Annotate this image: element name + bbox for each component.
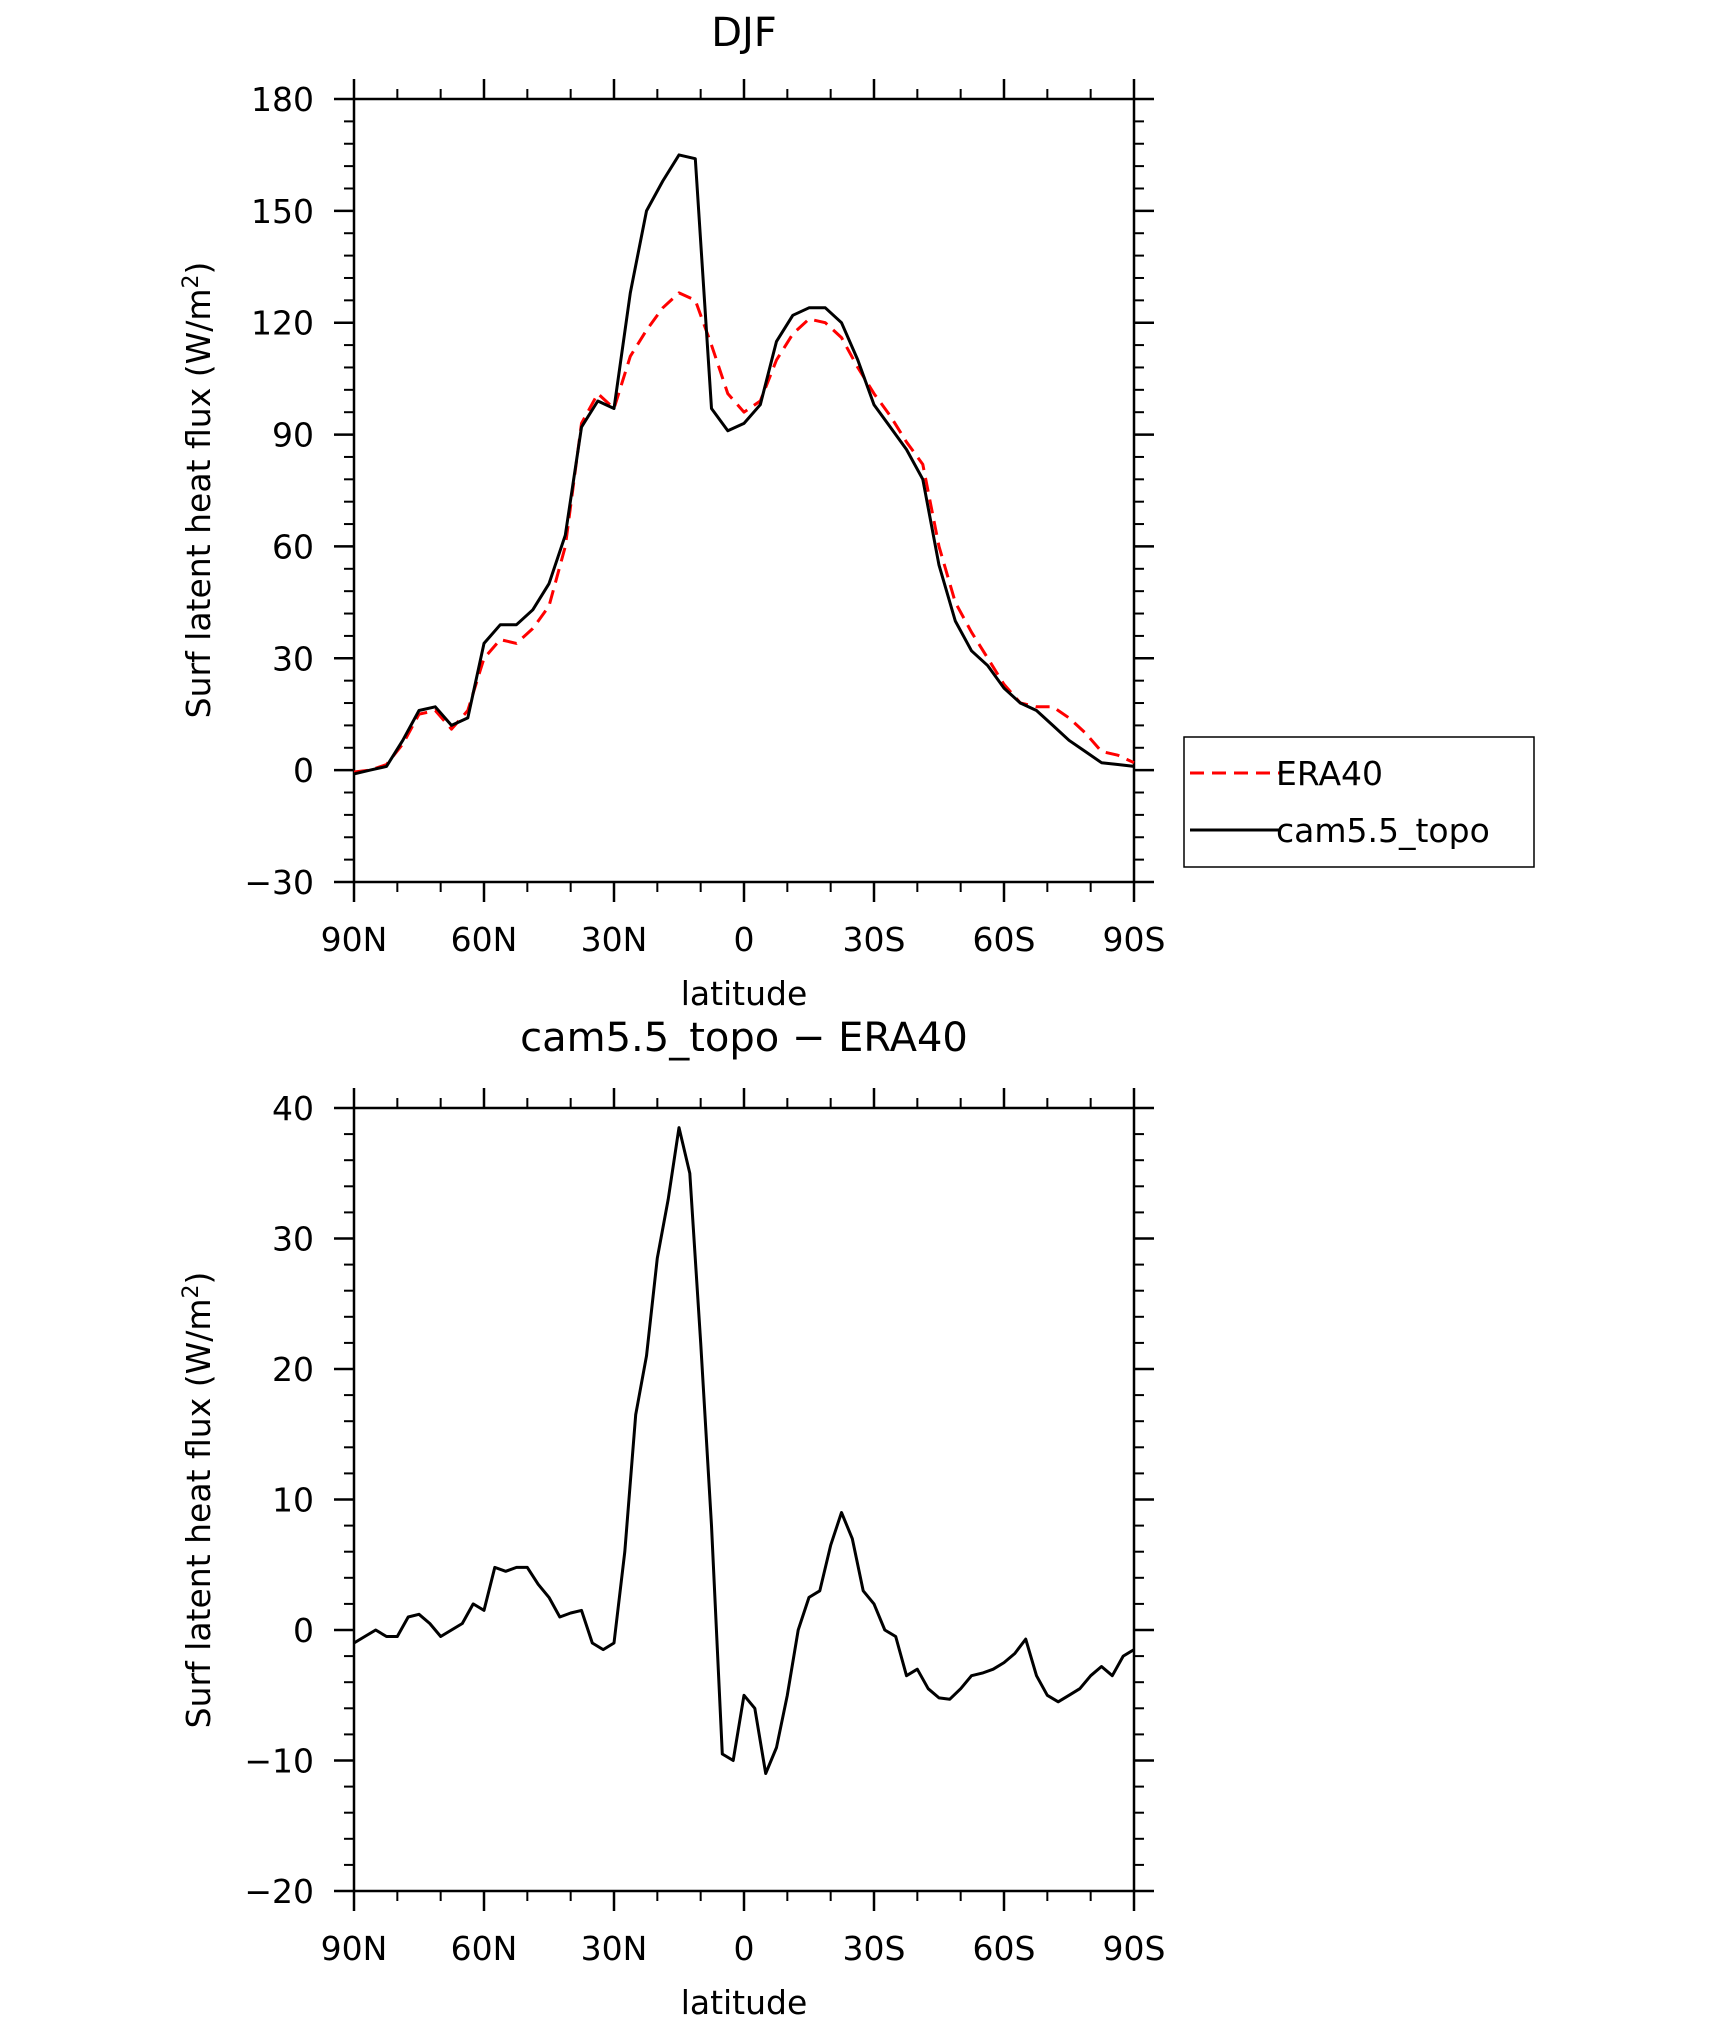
bottom-y-axis-label-suffix: ) <box>179 1272 218 1285</box>
bottom-plot-frame <box>352 1106 1136 1893</box>
top-y-axis-label-superscript: 2 <box>179 275 204 289</box>
x-tick-label: 0 <box>734 920 755 959</box>
legend-label-cam: cam5.5_topo <box>1276 811 1490 850</box>
x-tick-label: 30S <box>843 1929 906 1968</box>
y-tick-label: 150 <box>251 192 314 231</box>
top-tick-marks <box>334 79 1154 902</box>
top-plot-frame <box>352 97 1136 884</box>
bottom-y-axis-label-main: Surf latent heat flux (W/m <box>179 1299 218 1729</box>
y-tick-label: −10 <box>244 1742 314 1781</box>
top-y-axis-label-main: Surf latent heat flux (W/m <box>179 289 218 719</box>
legend: ERA40 cam5.5_topo <box>1183 736 1535 868</box>
top-x-tick-labels: 90N 60N 30N 0 30S 60S 90S <box>321 920 1166 959</box>
x-tick-label: 90S <box>1103 920 1166 959</box>
top-y-axis-label: Surf latent heat flux (W/m2) <box>179 262 219 719</box>
y-tick-label: 180 <box>251 80 314 119</box>
series-line-cam5-5-topo <box>353 153 1135 776</box>
x-tick-label: 30N <box>581 920 648 959</box>
top-y-axis-label-suffix: ) <box>179 262 218 275</box>
bottom-y-axis-label-superscript: 2 <box>179 1285 204 1299</box>
y-tick-label: 40 <box>272 1089 314 1128</box>
y-tick-label: 10 <box>272 1481 314 1520</box>
bottom-y-axis-label: Surf latent heat flux (W/m2) <box>179 1272 219 1729</box>
x-tick-label: 60S <box>973 920 1036 959</box>
bottom-tick-marks <box>334 1088 1154 1911</box>
y-tick-label: 30 <box>272 1220 314 1259</box>
x-tick-label: 30S <box>843 920 906 959</box>
x-tick-label: 90N <box>321 1929 388 1968</box>
y-tick-label: 20 <box>272 1350 314 1389</box>
bottom-x-axis-label: latitude <box>681 1983 808 2021</box>
y-tick-label: 30 <box>272 639 314 678</box>
top-y-tick-labels: −30 0 30 60 90 120 150 180 <box>244 80 314 902</box>
bottom-chart-title: cam5.5_topo − ERA40 <box>520 1015 968 1061</box>
top-series-lines <box>353 153 1135 776</box>
top-chart-title: DJF <box>711 10 777 56</box>
x-tick-label: 90S <box>1103 1929 1166 1968</box>
y-tick-label: 60 <box>272 527 314 566</box>
legend-box <box>1183 736 1535 868</box>
series-line-difference <box>353 1126 1135 1775</box>
x-tick-label: 60N <box>451 1929 518 1968</box>
y-tick-label: 120 <box>251 304 314 343</box>
x-tick-label: 0 <box>734 1929 755 1968</box>
bottom-y-tick-labels: −20 −10 0 10 20 30 40 <box>244 1089 314 1911</box>
y-tick-label: −20 <box>244 1872 314 1911</box>
x-tick-label: 30N <box>581 1929 648 1968</box>
x-tick-label: 60S <box>973 1929 1036 1968</box>
y-tick-label: 0 <box>293 1611 314 1650</box>
x-tick-label: 60N <box>451 920 518 959</box>
top-x-axis-label: latitude <box>681 974 808 1013</box>
legend-label-era40: ERA40 <box>1276 754 1383 793</box>
series-line-era40 <box>353 291 1135 774</box>
bottom-series-lines <box>353 1126 1135 1775</box>
y-tick-label: 0 <box>293 751 314 790</box>
top-panel: DJF −30 0 30 60 90 120 150 180 90N 60N 30N 0 30S 60S… <box>179 10 1535 1013</box>
bottom-x-tick-labels: 90N 60N 30N 0 30S 60S 90S <box>321 1929 1166 1968</box>
y-tick-label: −30 <box>244 863 314 902</box>
y-tick-label: 90 <box>272 416 314 455</box>
x-tick-label: 90N <box>321 920 388 959</box>
